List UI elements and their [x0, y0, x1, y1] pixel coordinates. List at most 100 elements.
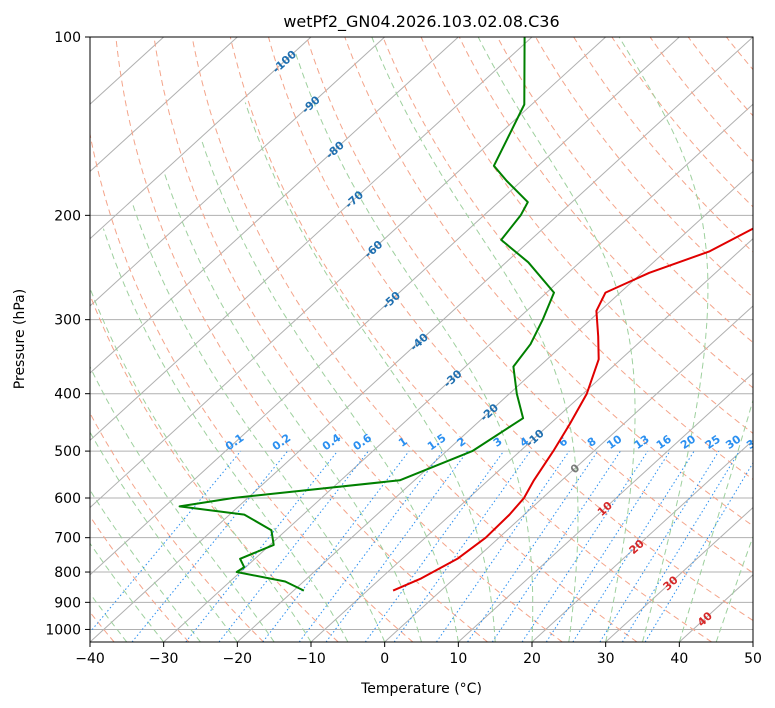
moist-adiabat-line — [294, 51, 534, 642]
background-lines — [90, 37, 775, 642]
moist-adiabat-line — [477, 37, 636, 642]
dewpoint-line — [178, 37, 555, 592]
mixing-ratio-line — [262, 450, 410, 642]
mixing-ratio-label: 16 — [654, 432, 674, 452]
y-tick-label: 400 — [54, 387, 81, 403]
x-tick-label: −10 — [296, 651, 326, 667]
mixing-ratio-line — [131, 450, 288, 642]
mixing-ratio-label: 0.6 — [351, 431, 375, 453]
moist-adiabat-line — [678, 398, 753, 642]
dry-adiabat-line — [306, 37, 753, 574]
moist-adiabat-line — [102, 228, 349, 642]
dry-adiabat-line — [535, 37, 753, 298]
mixing-ratio-label: 0.4 — [320, 431, 344, 453]
dry-adiabat-line — [458, 37, 753, 389]
dry-adiabat-line — [90, 131, 414, 642]
isotherm-line — [90, 37, 386, 307]
mixing-ratio-label: 0.2 — [270, 431, 293, 453]
dry-adiabat-line — [90, 412, 264, 642]
dry-adiabat-line — [191, 37, 638, 642]
dry-adiabat-line — [687, 37, 753, 117]
x-tick-label: 40 — [670, 651, 688, 667]
mixing-ratio-label: 36 — [744, 432, 764, 452]
mixing-ratio-line — [491, 450, 621, 642]
y-tick-label: 900 — [54, 595, 81, 611]
moist-adiabat-line — [715, 535, 753, 642]
x-tick-label: −20 — [223, 651, 253, 667]
x-tick-label: 50 — [744, 651, 762, 667]
mixing-ratio-label: 2 — [455, 435, 469, 450]
isotherm-line — [90, 37, 533, 442]
isotherm-line — [457, 372, 753, 642]
y-tick-label: 500 — [54, 444, 81, 460]
isotherm-line — [752, 641, 753, 642]
moist-adiabat-line — [371, 37, 579, 642]
mixing-ratio-label: 1 — [396, 435, 410, 450]
isotherm-line — [90, 37, 753, 642]
isotherm-line — [90, 37, 607, 509]
mixing-ratio-line — [644, 461, 753, 642]
y-tick-label: 300 — [54, 313, 81, 329]
dry-adiabat-line — [496, 37, 753, 344]
mixing-ratio-line — [599, 450, 720, 642]
x-tick-label: −30 — [149, 651, 179, 667]
temperature-line — [392, 227, 753, 592]
dry-adiabat-line — [382, 37, 753, 481]
y-tick-label: 700 — [54, 531, 81, 547]
y-tick-label: 1000 — [45, 622, 81, 638]
dry-adiabat-line — [573, 37, 753, 253]
plot-frame — [89, 36, 754, 643]
mixing-ratio-line — [364, 450, 505, 642]
dry-adiabat-line — [229, 37, 712, 642]
isotherm-line — [163, 103, 753, 642]
moist-adiabat-line — [163, 172, 422, 642]
moist-adiabat-line — [90, 431, 238, 642]
mixing-ratio-line — [467, 450, 599, 642]
isotherm-line — [310, 237, 753, 642]
dry-adiabat-line — [115, 37, 488, 642]
dry-adiabat-line — [649, 37, 753, 163]
mixing-ratio-label: 10 — [604, 432, 624, 452]
x-tick-label: 0 — [380, 651, 389, 667]
y-tick-label: 200 — [54, 208, 81, 224]
isotherm-line — [236, 170, 753, 642]
isotherm-line — [531, 439, 753, 642]
mixing-ratio-line — [90, 450, 242, 633]
dry-adiabat-line — [153, 37, 563, 642]
axes: −40 −30 −20 −10 0 10 20 30 40 50 1000 900 800 700 600 5… — [45, 30, 762, 667]
y-tick-label: 100 — [54, 30, 81, 46]
isotherm-line — [384, 305, 753, 642]
y-tick-label: 800 — [54, 565, 81, 581]
moist-adiabat-line — [90, 489, 201, 642]
dry-adiabat-line — [765, 37, 775, 642]
dry-adiabat-line — [90, 515, 190, 642]
mixing-ratio-line — [298, 450, 444, 642]
mixing-ratio-line — [185, 450, 338, 642]
chart-title: wetPf2_GN04.2026.103.02.08.C36 — [283, 12, 559, 32]
x-tick-label: 10 — [449, 651, 467, 667]
mixing-ratio-line — [621, 450, 740, 642]
mixing-ratio-label: 25 — [703, 433, 723, 452]
x-tick-label: 20 — [523, 651, 541, 667]
isotherm-line — [90, 37, 238, 173]
moist-adiabat-line — [132, 203, 386, 642]
moist-adiabat-line — [90, 542, 165, 642]
mixing-ratio-line — [436, 450, 570, 642]
isotherm-line — [605, 506, 753, 642]
moist-adiabat-line — [618, 37, 709, 642]
moist-adiabat-line — [244, 102, 496, 642]
x-tick-label: 30 — [597, 651, 615, 667]
mixing-ratio-line — [572, 450, 695, 642]
isotherm-line — [90, 37, 312, 240]
isotherm-line — [90, 37, 459, 374]
moist-adiabat-line — [90, 286, 312, 642]
x-tick-label: −40 — [75, 651, 105, 667]
dry-adiabat-line — [268, 37, 753, 622]
mixing-ratio-label: 1.5 — [425, 431, 448, 453]
dry-adiabat-line — [420, 37, 753, 435]
y-axis-label: Pressure (hPa) — [12, 289, 28, 389]
mixing-ratio-line — [545, 450, 671, 642]
profile-lines — [178, 37, 753, 592]
isotherm-line — [90, 37, 680, 576]
